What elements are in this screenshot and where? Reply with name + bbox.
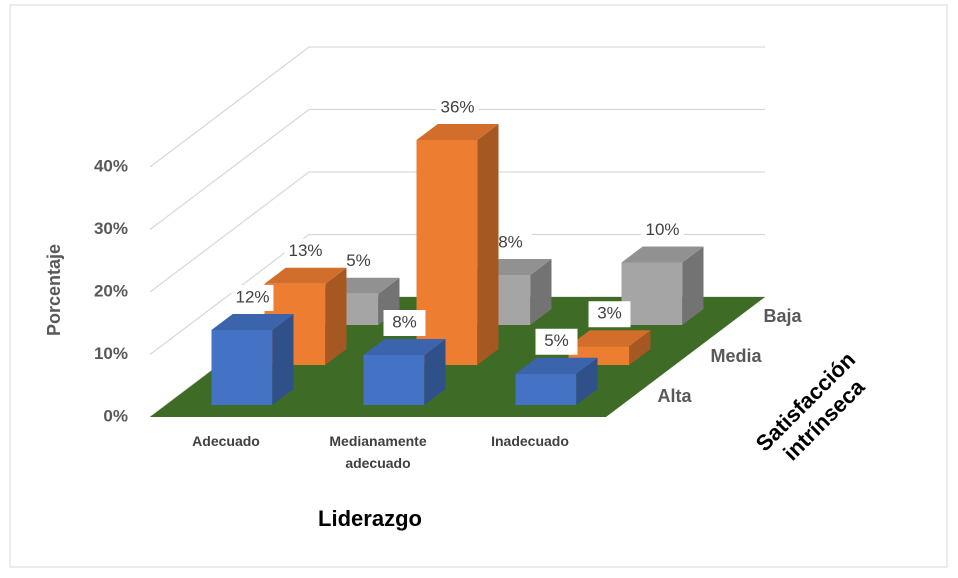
value-label-box [231,285,274,311]
bar-side [424,339,446,405]
x-tick-label: Inadecuado [491,433,569,449]
bar-top [621,246,704,263]
value-label-box [641,217,684,244]
bar-top [568,330,651,347]
value-label: 8% [392,312,417,331]
value-label: 5% [544,331,569,350]
value-label-box [588,301,631,328]
y-tick-label: 20% [94,281,128,300]
bar-top [363,339,446,355]
bar-side [477,124,499,365]
bar-front [515,373,577,405]
value-label: 13% [288,241,322,260]
value-label: 10% [645,220,679,239]
bar-top [515,357,598,374]
bar-front [416,140,478,365]
grid-line [149,233,765,356]
bar-side [576,357,598,405]
grid-line [149,171,765,293]
bar-front [363,355,425,405]
bar-side [272,314,294,405]
bar-side [530,259,552,325]
bar-front [211,330,273,405]
y-tick-label: 30% [94,219,128,238]
y-axis-title: Porcentaje [44,244,64,336]
value-label: 5% [346,251,371,270]
bar-top [264,267,347,284]
value-label-box [535,328,578,355]
y-tick-label: 40% [94,156,128,175]
value-label: 8% [498,232,523,251]
y-tick-label: 0% [103,406,128,425]
grid-line [149,46,765,168]
value-label: 12% [235,287,269,306]
y-tick-label: 10% [94,344,128,363]
z-tick-label: Baja [764,306,803,326]
value-label-box [284,238,327,265]
bar-top [416,124,499,140]
z-tick-label: Media [711,346,763,366]
x-tick-label: Medianamente adecuado [329,433,427,471]
bar-side [629,330,651,365]
value-label-box [383,310,426,336]
value-label-box [436,95,479,121]
z-tick-label: Alta [658,386,693,406]
value-label: 3% [597,304,622,323]
value-label: 36% [440,97,474,116]
x-axis-title: Liderazgo [318,506,422,531]
bar-front [621,262,683,325]
bar-side [325,267,347,365]
bar-side [682,246,704,325]
x-tick-label: Adecuado [192,433,260,449]
grid-line [149,108,765,231]
bar-top [211,314,294,330]
